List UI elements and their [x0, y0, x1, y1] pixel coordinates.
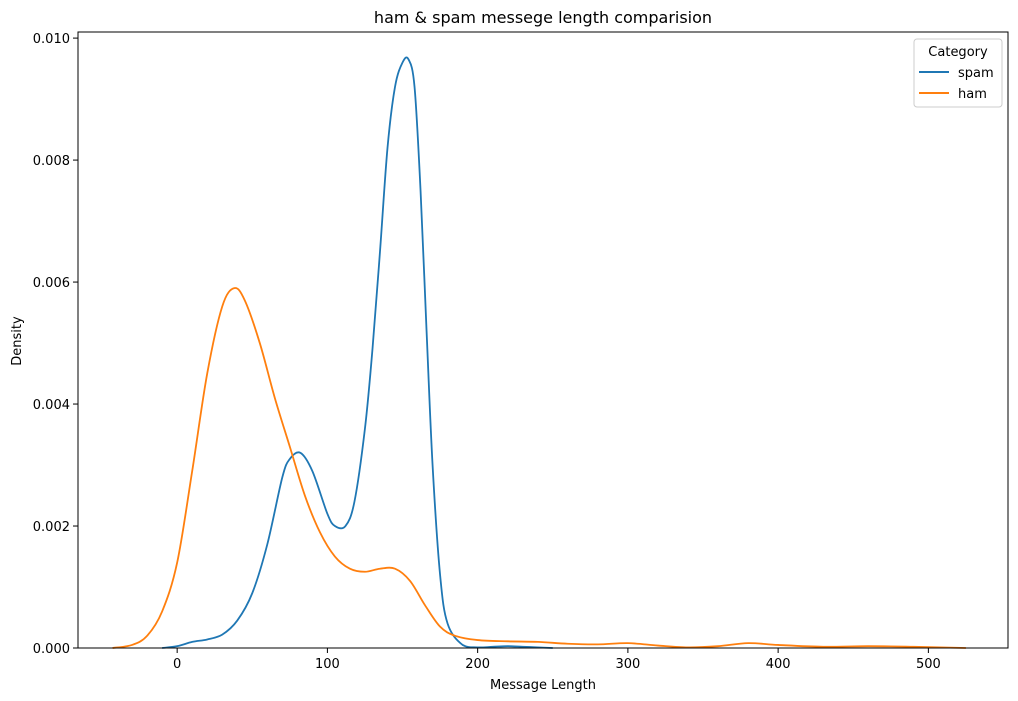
x-tick-label: 200	[465, 657, 490, 672]
legend-title: Category	[928, 45, 988, 60]
legend-box	[913, 38, 1003, 108]
y-axis-label: Density	[10, 316, 25, 366]
x-axis: 0 100 200 300 400 500	[173, 648, 941, 672]
legend: Category spam ham	[913, 38, 1003, 108]
x-axis-label: Message Length	[490, 678, 596, 693]
legend-label-spam: spam	[958, 66, 994, 81]
x-tick-label: 400	[766, 657, 791, 672]
plot-area	[77, 31, 1009, 649]
series-line-spam	[162, 56, 553, 649]
series-line-ham	[112, 287, 966, 649]
y-tick-label: 0.000	[33, 642, 70, 657]
chart-title: ham & spam messege length comparision	[374, 8, 712, 27]
y-tick-label: 0.004	[33, 398, 70, 413]
y-axis: 0.000 0.002 0.004 0.006 0.008 0.010	[33, 32, 78, 657]
legend-label-ham: ham	[958, 87, 987, 102]
y-tick-label: 0.006	[33, 276, 70, 291]
x-tick-label: 300	[615, 657, 640, 672]
x-tick-label: 0	[173, 657, 181, 672]
y-tick-label: 0.002	[33, 520, 70, 535]
x-tick-label: 100	[315, 657, 340, 672]
y-tick-label: 0.010	[33, 32, 70, 47]
x-tick-label: 500	[916, 657, 941, 672]
y-tick-label: 0.008	[33, 154, 70, 169]
plot-frame	[77, 31, 1009, 649]
